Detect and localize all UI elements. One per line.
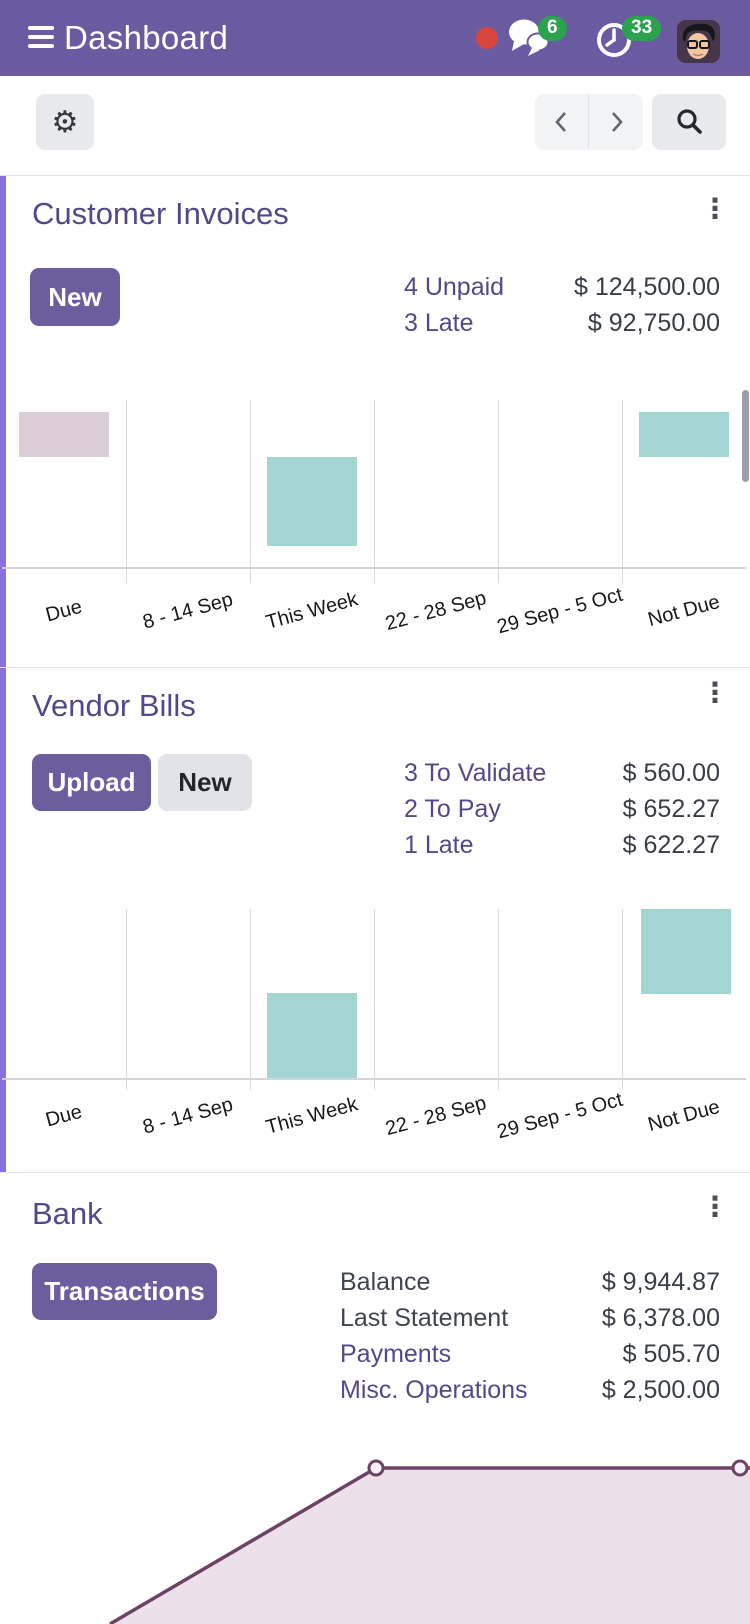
activities-count-badge: 33 bbox=[622, 16, 662, 41]
stat-label-misc-operations[interactable]: Misc. Operations bbox=[340, 1375, 528, 1404]
stat-label-payments[interactable]: Payments bbox=[340, 1339, 452, 1368]
stat-value-late: $ 92,750.00 bbox=[587, 308, 720, 337]
pager-previous-button[interactable] bbox=[535, 94, 589, 150]
search-button[interactable] bbox=[652, 94, 726, 150]
chart-bar-not-due[interactable] bbox=[639, 412, 729, 457]
control-panel: ⚙ bbox=[0, 76, 750, 175]
chart-gridline bbox=[126, 400, 127, 583]
stat-row: 2 To Pay $ 652.27 bbox=[404, 791, 720, 827]
hamburger-menu-icon[interactable] bbox=[28, 26, 54, 50]
stat-value-last-statement: $ 6,378.00 bbox=[601, 1303, 720, 1332]
chart-bar-not-due[interactable] bbox=[641, 909, 731, 994]
chat-bubbles-icon bbox=[509, 19, 550, 56]
stat-row: Payments $ 505.70 bbox=[340, 1336, 720, 1372]
stat-row: 3 To Validate $ 560.00 bbox=[404, 755, 720, 791]
stat-label-unpaid[interactable]: 4 Unpaid bbox=[404, 272, 505, 301]
vendor-bills-stats: 3 To Validate $ 560.00 2 To Pay $ 652.27… bbox=[404, 755, 720, 863]
stat-value-to-pay: $ 652.27 bbox=[622, 794, 720, 823]
stat-row: Balance $ 9,944.87 bbox=[340, 1264, 720, 1300]
activities-button[interactable]: 33 bbox=[592, 14, 678, 66]
stat-value-misc-operations: $ 2,500.00 bbox=[601, 1375, 720, 1404]
stat-value-to-validate: $ 560.00 bbox=[622, 758, 720, 787]
bank-stats: Balance $ 9,944.87 Last Statement $ 6,37… bbox=[340, 1264, 720, 1408]
stat-value-balance: $ 9,944.87 bbox=[601, 1267, 720, 1296]
card-divider bbox=[0, 667, 750, 668]
avatar-image bbox=[677, 20, 720, 63]
chart-bar-this-week[interactable] bbox=[267, 993, 357, 1078]
top-navbar: Dashboard 6 33 bbox=[0, 0, 750, 76]
messages-count-badge: 6 bbox=[538, 16, 567, 41]
stat-row: 3 Late $ 92,750.00 bbox=[404, 305, 720, 341]
gear-icon: ⚙ bbox=[51, 105, 79, 139]
chart-gridline bbox=[374, 400, 375, 583]
card-menu-kebab-icon[interactable]: ⋮ bbox=[701, 677, 729, 708]
bank-balance-chart bbox=[0, 1430, 750, 1624]
stat-value-unpaid: $ 124,500.00 bbox=[574, 272, 720, 301]
area-chart-svg bbox=[109, 1459, 750, 1624]
page-title: Dashboard bbox=[64, 19, 229, 56]
stat-label-to-validate[interactable]: 3 To Validate bbox=[404, 758, 547, 787]
chart-gridline bbox=[622, 400, 623, 583]
stat-label-balance: Balance bbox=[340, 1267, 431, 1296]
pager-group bbox=[535, 94, 643, 150]
vendor-bills-chart: Due 8 - 14 Sep This Week 22 - 28 Sep 29 Sep … bbox=[0, 900, 750, 1155]
chart-gridline bbox=[374, 909, 375, 1090]
chart-gridline bbox=[250, 909, 251, 1090]
card-title-vendor-bills[interactable]: Vendor Bills bbox=[32, 688, 196, 723]
card-title-bank[interactable]: Bank bbox=[32, 1196, 103, 1231]
stat-value-payments: $ 505.70 bbox=[622, 1339, 720, 1368]
card-divider bbox=[0, 1172, 750, 1173]
chart-gridline bbox=[498, 400, 499, 583]
customer-invoices-chart: Due 8 - 14 Sep This Week 22 - 28 Sep 29 Sep … bbox=[0, 395, 750, 650]
stat-label-late[interactable]: 3 Late bbox=[404, 308, 474, 337]
card-accent-stripe bbox=[0, 176, 6, 667]
chart-bar-due[interactable] bbox=[19, 412, 109, 457]
upload-bill-button[interactable]: Upload bbox=[32, 754, 151, 811]
stat-label-last-statement: Last Statement bbox=[340, 1303, 509, 1332]
chart-bar-this-week[interactable] bbox=[267, 457, 357, 546]
new-bill-button[interactable]: New bbox=[158, 754, 252, 811]
messages-button[interactable]: 6 bbox=[504, 14, 590, 66]
stat-label-late[interactable]: 1 Late bbox=[404, 830, 474, 859]
recording-status-dot bbox=[476, 27, 498, 49]
chevron-right-icon bbox=[612, 112, 623, 132]
stat-row: Last Statement $ 6,378.00 bbox=[340, 1300, 720, 1336]
bank-transactions-button[interactable]: Transactions bbox=[32, 1263, 217, 1320]
stat-row: Misc. Operations $ 2,500.00 bbox=[340, 1372, 720, 1408]
card-menu-kebab-icon[interactable]: ⋮ bbox=[701, 1191, 729, 1222]
chart-gridline bbox=[126, 909, 127, 1090]
card-title-customer-invoices[interactable]: Customer Invoices bbox=[32, 196, 289, 231]
chart-x-axis bbox=[2, 567, 746, 569]
chart-x-axis bbox=[2, 1078, 746, 1080]
search-icon bbox=[677, 109, 702, 134]
card-accent-stripe bbox=[0, 668, 6, 1172]
chevron-left-icon bbox=[554, 112, 566, 132]
new-invoice-button[interactable]: New bbox=[30, 268, 120, 326]
line-point-marker bbox=[731, 1459, 749, 1477]
chart-gridline bbox=[250, 400, 251, 583]
chart-gridline bbox=[622, 909, 623, 1090]
stat-label-to-pay[interactable]: 2 To Pay bbox=[404, 794, 501, 823]
line-point-marker bbox=[367, 1459, 385, 1477]
card-menu-kebab-icon[interactable]: ⋮ bbox=[701, 193, 729, 224]
user-avatar[interactable] bbox=[677, 20, 720, 63]
card-divider bbox=[0, 175, 750, 176]
customer-invoices-stats: 4 Unpaid $ 124,500.00 3 Late $ 92,750.00 bbox=[404, 269, 720, 341]
chart-gridline bbox=[498, 909, 499, 1090]
stat-row: 4 Unpaid $ 124,500.00 bbox=[404, 269, 720, 305]
page-scrollbar-thumb[interactable] bbox=[742, 390, 749, 482]
stat-row: 1 Late $ 622.27 bbox=[404, 827, 720, 863]
pager-next-button[interactable] bbox=[589, 94, 643, 150]
stat-value-late: $ 622.27 bbox=[622, 830, 720, 859]
settings-gear-button[interactable]: ⚙ bbox=[36, 94, 94, 150]
